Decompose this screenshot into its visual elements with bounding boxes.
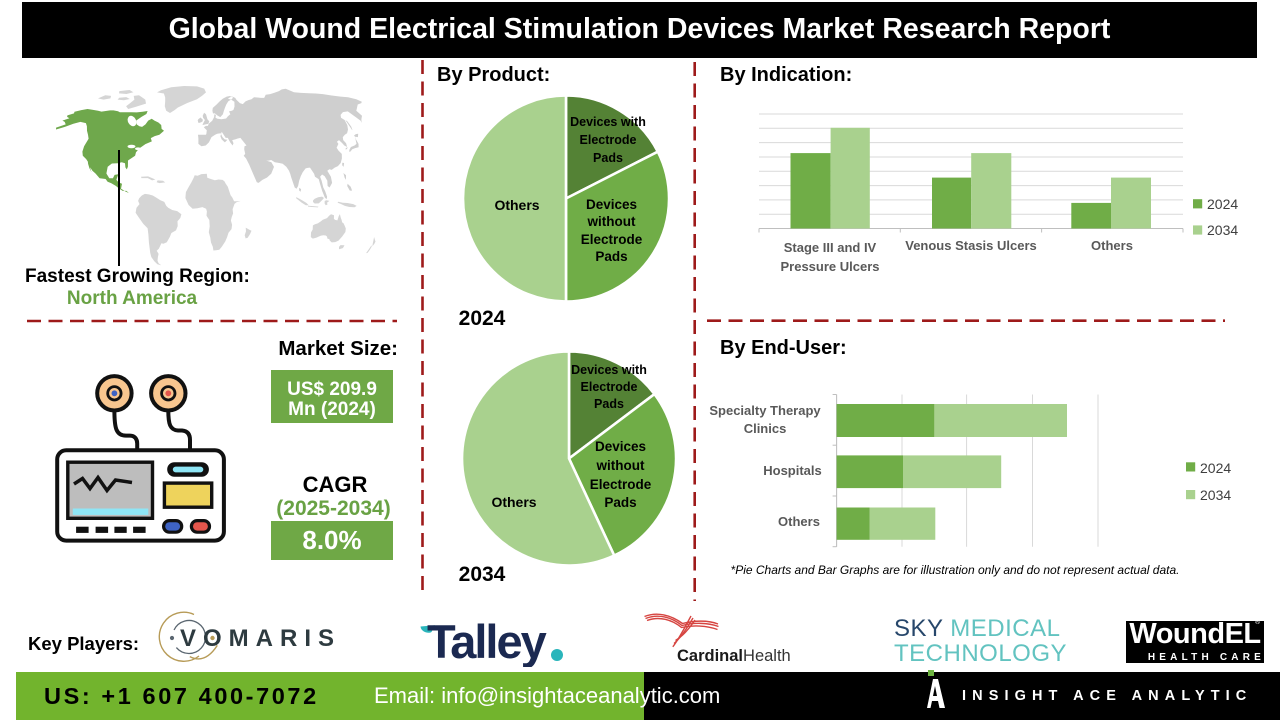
- svg-text:CardinalHealth: CardinalHealth: [677, 647, 791, 665]
- svg-text:VOMARIS: VOMARIS: [180, 625, 341, 652]
- svg-text:Talley: Talley: [427, 615, 547, 667]
